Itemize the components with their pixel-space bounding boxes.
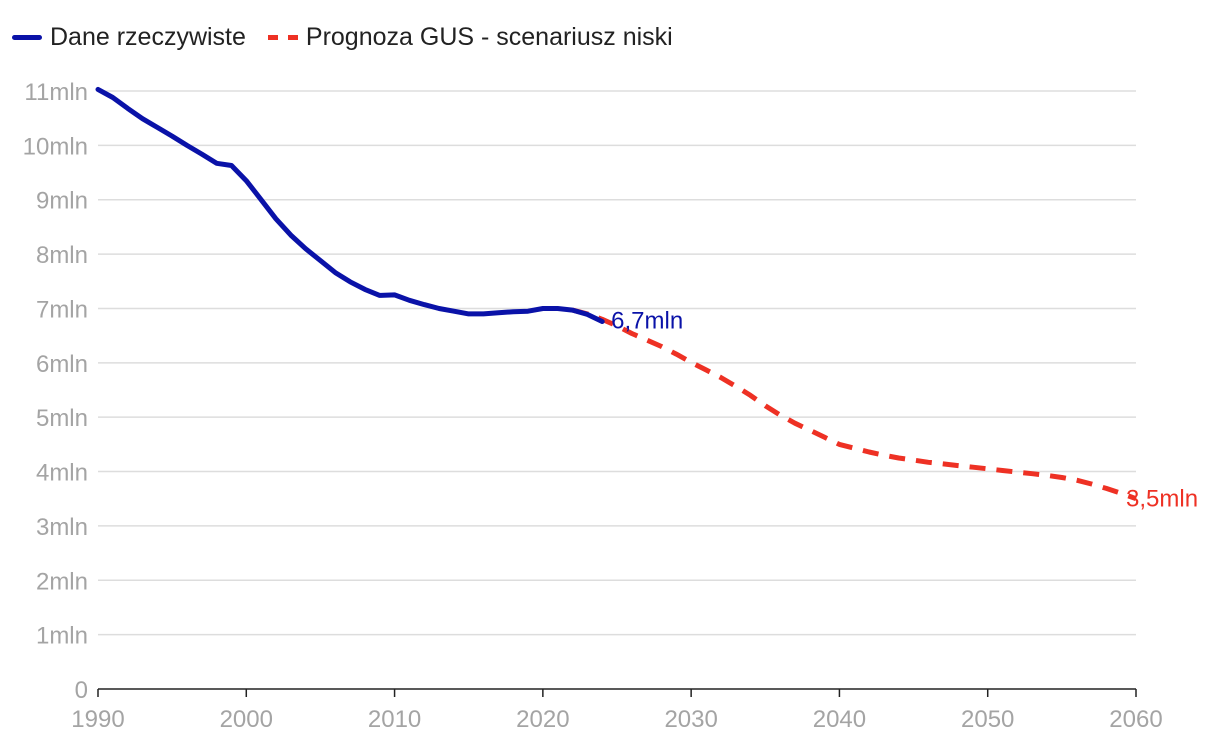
- x-tick-label: 2020: [516, 706, 569, 733]
- y-tick-label: 11mln: [24, 79, 88, 106]
- legend-item-forecast[interactable]: Prognoza GUS - scenariusz niski: [267, 22, 673, 52]
- x-tick-label: 2010: [368, 706, 421, 733]
- x-tick-label: 2030: [664, 706, 717, 733]
- y-tick-label: 2mln: [36, 568, 88, 595]
- end-label-forecast: 3,5mln: [1126, 486, 1198, 513]
- series-line-forecast: [571, 307, 1137, 502]
- x-tick-label: 1990: [71, 706, 124, 733]
- legend-item-actual[interactable]: Dane rzeczywiste: [12, 23, 246, 52]
- y-tick-label: 10mln: [23, 133, 88, 160]
- y-tick-label: 5mln: [36, 405, 88, 432]
- x-tick-label: 2040: [813, 706, 866, 733]
- y-tick-label: 3mln: [36, 514, 88, 541]
- y-tick-label: 4mln: [36, 460, 88, 487]
- series-lines: [95, 86, 1137, 502]
- y-tick-label: 8mln: [36, 242, 88, 269]
- gridlines: [98, 90, 1136, 690]
- y-tick-label: 7mln: [36, 296, 88, 323]
- x-tick-label: 2000: [220, 706, 273, 733]
- legend-swatch-actual: [12, 34, 42, 40]
- end-label-actual: 6,7mln: [611, 308, 683, 335]
- series-line-actual: [95, 86, 605, 324]
- x-tick-label: 2060: [1109, 706, 1162, 733]
- legend: Dane rzeczywiste Prognoza GUS - scenariu…: [12, 20, 673, 54]
- x-tick-label: 2050: [961, 706, 1014, 733]
- legend-label-forecast: Prognoza GUS - scenariusz niski: [305, 22, 673, 51]
- y-tick-label: 6mln: [36, 351, 88, 378]
- y-axis-tick-labels: 0 1mln 2mln 3mln 4mln 5mln 6mln 7mln 8mln 9mln 10m…: [23, 79, 88, 704]
- x-axis-tick-labels: 1990 2000 2010 2020 2030 2040 2050 2060: [71, 689, 1163, 733]
- legend-swatch-forecast: [267, 34, 298, 40]
- y-tick-label: 1mln: [36, 623, 88, 650]
- y-tick-label: 0: [75, 677, 88, 704]
- legend-label-actual: Dane rzeczywiste: [50, 22, 246, 51]
- end-labels: 6,7mln 3,5mln: [611, 308, 1198, 513]
- y-tick-label: 9mln: [36, 188, 88, 215]
